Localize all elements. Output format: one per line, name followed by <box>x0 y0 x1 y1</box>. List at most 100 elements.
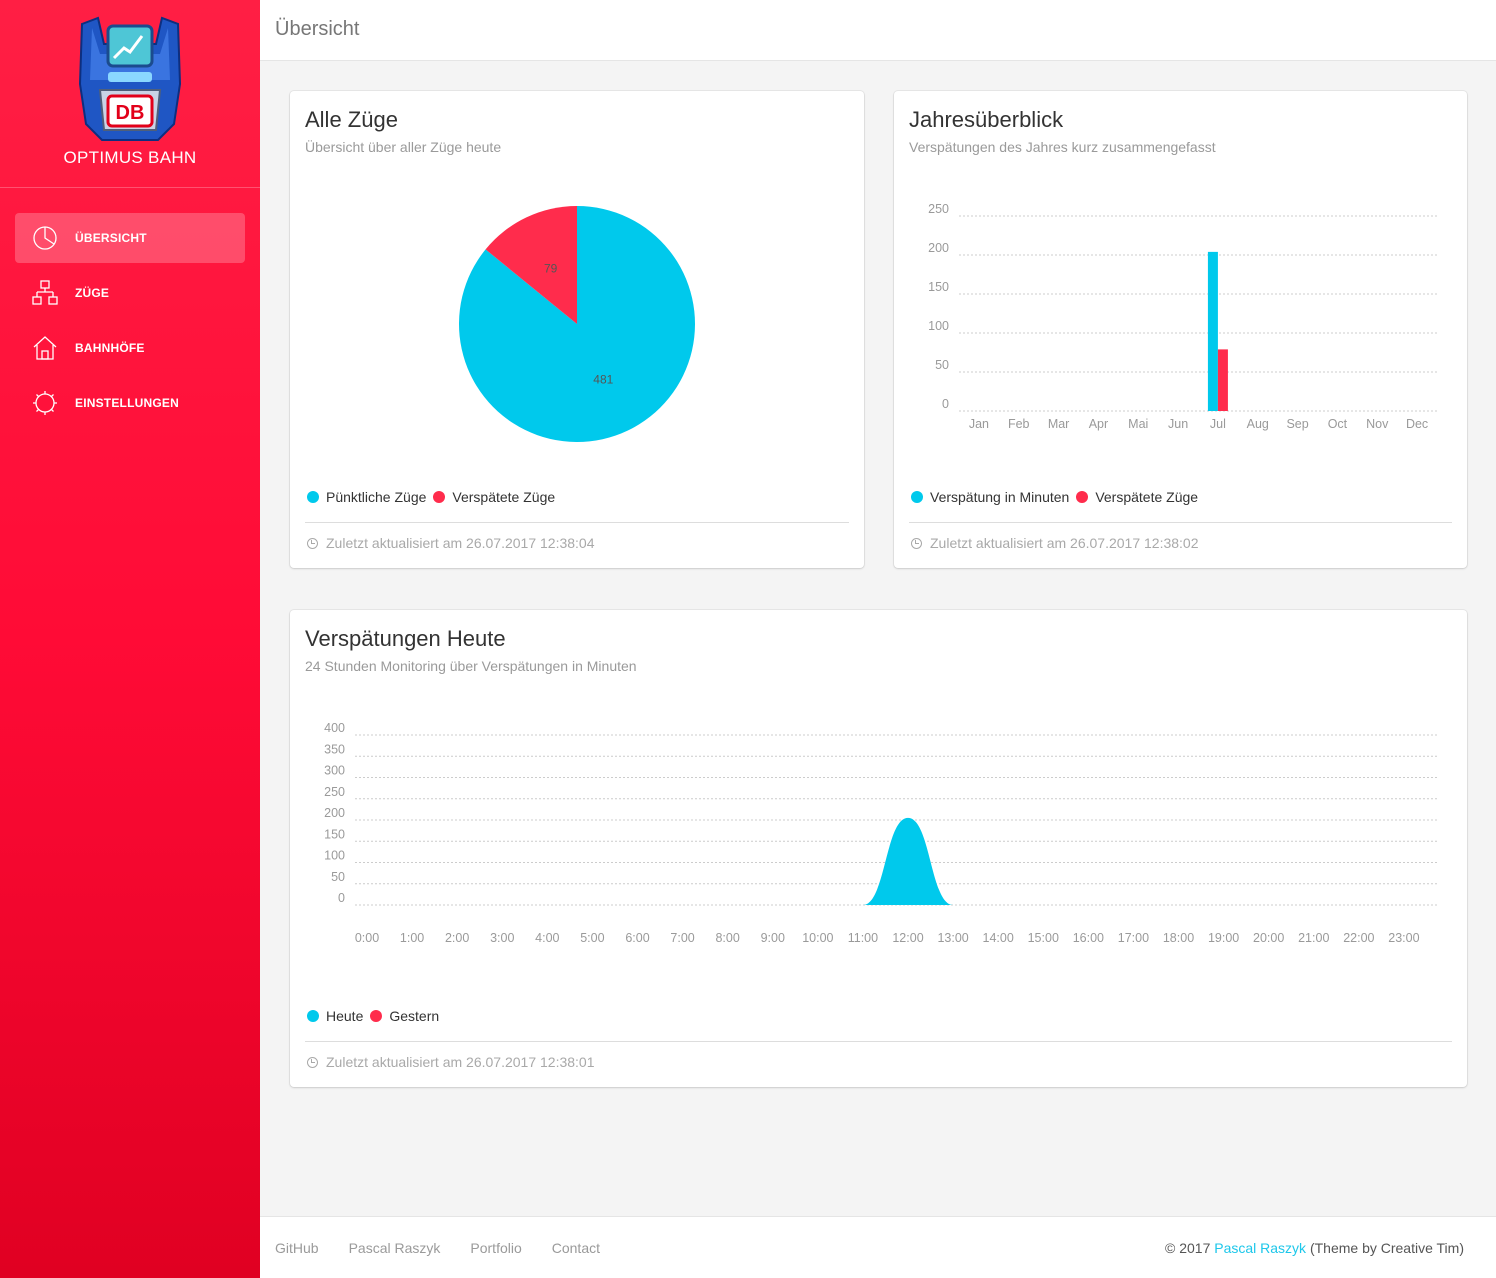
x-tick-label: Jul <box>1210 417 1226 431</box>
legend-dot-cyan <box>307 1010 319 1022</box>
legend-item: Verspätete Züge <box>1076 489 1198 505</box>
area-series <box>367 817 1404 905</box>
logo-area: DB OPTIMUS BAHN <box>0 0 260 188</box>
x-tick-label: 4:00 <box>535 931 559 945</box>
legend-dot-red <box>433 491 446 503</box>
x-tick-label: Sep <box>1286 417 1308 431</box>
legend-item: Pünktliche Züge <box>307 489 426 505</box>
sidebar-item-label: BAHNHÖFE <box>75 341 145 355</box>
card-delays-today: Verspätungen Heute 24 Stunden Monitoring… <box>290 610 1467 1087</box>
page-title[interactable]: Übersicht <box>275 18 360 40</box>
footer-link-author[interactable]: Pascal Raszyk <box>348 1240 441 1256</box>
x-tick-label: 15:00 <box>1028 931 1059 945</box>
x-tick-label: Mai <box>1128 417 1148 431</box>
x-tick-label: Feb <box>1008 417 1030 431</box>
stats: Zuletzt aktualisiert am 26.07.2017 12:38… <box>307 535 595 551</box>
y-tick-label: 0 <box>942 397 949 411</box>
bar-chart: 0 50 100 150 200 250 Jan Feb Mar Apr Mai Jun Jul Aug S… <box>928 202 1437 431</box>
legend-label: Gestern <box>389 1008 440 1024</box>
sidebar-item-label: ÜBERSICHT <box>75 231 147 245</box>
legend-label: Verspätete Züge <box>1095 489 1199 505</box>
legend-label: Verspätung in Minuten <box>930 489 1070 505</box>
x-tick-label: 0:00 <box>355 931 379 945</box>
hierarchy-icon <box>31 279 59 307</box>
card-subtitle: 24 Stunden Monitoring über Verspätungen … <box>305 658 637 674</box>
x-tick-label: 16:00 <box>1073 931 1104 945</box>
x-tick-label: 7:00 <box>670 931 694 945</box>
footer: GitHub Pascal Raszyk Portfolio Contact ©… <box>260 1216 1496 1278</box>
x-tick-label: 18:00 <box>1163 931 1194 945</box>
sidebar-item-zuege[interactable]: ZÜGE <box>15 268 245 318</box>
y-tick-label: 0 <box>338 891 345 905</box>
top-navbar: Übersicht <box>260 0 1496 61</box>
optimus-logo-icon[interactable]: DB <box>70 14 190 144</box>
card-subtitle: Verspätungen des Jahres kurz zusammengef… <box>909 139 1216 155</box>
x-tick-label: 1:00 <box>400 931 424 945</box>
x-tick-label: Jun <box>1168 417 1188 431</box>
main-panel: Übersicht Alle Züge Übersicht über aller… <box>260 0 1496 1278</box>
pie-slice <box>485 206 577 324</box>
legend-item: Heute <box>307 1008 363 1024</box>
x-tick-label: Nov <box>1366 417 1389 431</box>
x-tick-label: 20:00 <box>1253 931 1284 945</box>
x-tick-label: 14:00 <box>983 931 1014 945</box>
y-tick-label: 250 <box>928 202 949 216</box>
home-icon <box>31 334 59 362</box>
x-tick-label: 3:00 <box>490 931 514 945</box>
sidebar: DB OPTIMUS BAHN ÜBERSICHT Z <box>0 0 260 1278</box>
x-tick-label: 11:00 <box>848 931 878 945</box>
y-tick-label: 100 <box>928 319 949 333</box>
gear-icon <box>31 389 59 417</box>
x-tick-label: Mar <box>1048 417 1070 431</box>
card-divider <box>305 522 849 523</box>
footer-link-portfolio[interactable]: Portfolio <box>470 1240 522 1256</box>
clock-icon <box>307 537 318 549</box>
sidebar-item-label: ZÜGE <box>75 286 110 300</box>
sidebar-item-label: EINSTELLUNGEN <box>75 396 179 410</box>
card-all-trains: Alle Züge Übersicht über aller Züge heut… <box>290 91 864 568</box>
legend-dot-red <box>370 1010 383 1022</box>
footer-link-contact[interactable]: Contact <box>551 1240 600 1256</box>
footer-links: GitHub Pascal Raszyk Portfolio Contact <box>275 1240 630 1256</box>
y-tick-label: 50 <box>331 870 345 884</box>
x-tick-label: 17:00 <box>1118 931 1149 945</box>
x-tick-label: Jan <box>969 417 989 431</box>
copyright-author-link[interactable]: Pascal Raszyk <box>1214 1240 1307 1256</box>
y-tick-label: 150 <box>928 280 949 294</box>
sidebar-item-bahnhoefe[interactable]: BAHNHÖFE <box>15 323 245 373</box>
clock-icon <box>911 537 922 549</box>
legend: Pünktliche Züge Verspätete Züge <box>307 489 562 505</box>
y-tick-label: 200 <box>928 241 949 255</box>
y-tick-label: 400 <box>324 721 345 735</box>
bar <box>1207 251 1218 411</box>
x-tick-label: 22:00 <box>1343 931 1374 945</box>
pie-slice-label: 79 <box>544 262 558 276</box>
sidebar-nav: ÜBERSICHT ZÜGE BAHNHÖFE <box>0 213 260 428</box>
sidebar-item-uebersicht[interactable]: ÜBERSICHT <box>15 213 245 263</box>
x-tick-label: 10:00 <box>802 931 833 945</box>
pie-slice-label: 481 <box>593 372 613 386</box>
x-tick-label: 5:00 <box>580 931 604 945</box>
x-tick-label: 8:00 <box>715 931 739 945</box>
x-tick-label: 2:00 <box>445 931 469 945</box>
stats: Zuletzt aktualisiert am 26.07.2017 12:38… <box>307 1054 595 1070</box>
y-tick-label: 350 <box>324 742 345 756</box>
updated-text: Zuletzt aktualisiert am 26.07.2017 12:38… <box>326 535 595 551</box>
x-tick-label: Aug <box>1247 417 1269 431</box>
card-divider <box>909 522 1452 523</box>
legend-item: Verspätete Züge <box>433 489 555 505</box>
y-tick-label: 100 <box>324 849 345 863</box>
brand-name[interactable]: OPTIMUS BAHN <box>63 148 197 167</box>
footer-link-github[interactable]: GitHub <box>275 1240 319 1256</box>
x-tick-label: 21:00 <box>1298 931 1329 945</box>
x-tick-label: Apr <box>1089 417 1108 431</box>
copyright-suffix: (Theme by Creative Tim) <box>1309 1240 1464 1256</box>
copyright-prefix: © 2017 <box>1165 1240 1211 1256</box>
stats: Zuletzt aktualisiert am 26.07.2017 12:38… <box>911 535 1199 551</box>
legend-dot-cyan <box>911 491 923 503</box>
sidebar-item-einstellungen[interactable]: EINSTELLUNGEN <box>15 378 245 428</box>
updated-text: Zuletzt aktualisiert am 26.07.2017 12:38… <box>930 535 1199 551</box>
card-year-overview: Jahresüberblick Verspätungen des Jahres … <box>894 91 1467 568</box>
area-chart: 0 50 100 150 200 250 300 350 400 0:00 1:00 2:00 3:00… <box>324 721 1437 945</box>
legend-dot-cyan <box>307 491 319 503</box>
